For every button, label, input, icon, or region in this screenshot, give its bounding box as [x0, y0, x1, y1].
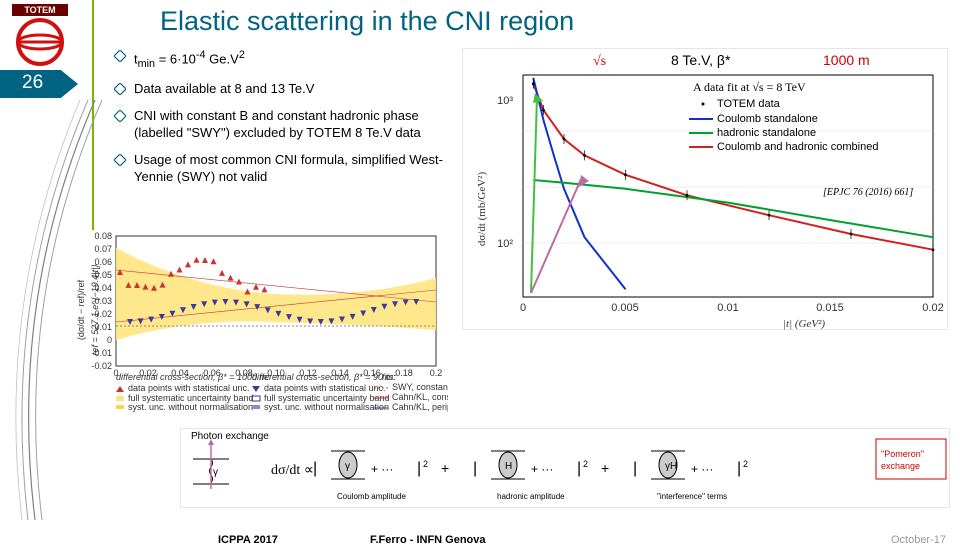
footer-date: October-17 [891, 534, 946, 546]
svg-text:+: + [441, 460, 449, 476]
svg-text:0.18: 0.18 [395, 368, 413, 378]
svg-text:Cahn/KL, constant: Cahn/KL, constant [392, 392, 448, 402]
svg-text:γ: γ [345, 461, 350, 472]
svg-text:TOTEM: TOTEM [24, 5, 55, 15]
svg-text:H: H [505, 461, 512, 472]
svg-text:0.005: 0.005 [611, 302, 639, 314]
svg-text:Coulomb amplitude: Coulomb amplitude [337, 492, 406, 501]
svg-text:|: | [417, 460, 421, 477]
bullet-text: Data available at 8 and 13 Te.V [134, 81, 314, 98]
svg-text:dσ/dt ∝: dσ/dt ∝ [271, 463, 314, 478]
svg-text:data points with statistical u: data points with statistical unc. [128, 383, 250, 393]
svg-text:0: 0 [520, 302, 526, 314]
svg-text:A data fit at √s = 8 TeV: A data fit at √s = 8 TeV [693, 80, 806, 94]
svg-text:Photon exchange: Photon exchange [191, 431, 269, 442]
svg-text:data points with statistical u: data points with statistical unc. [264, 383, 386, 393]
bullet-text: Usage of most common CNI formula, simpli… [134, 152, 444, 186]
svg-text:8 Te.V, β*: 8 Te.V, β* [671, 52, 731, 68]
svg-text:"interference" terms: "interference" terms [657, 492, 727, 501]
svg-text:2: 2 [583, 459, 588, 469]
svg-text:0.07: 0.07 [94, 244, 112, 254]
svg-text:2: 2 [423, 459, 428, 469]
main-plot: √s 8 Te.V, β* 1000 m 10³ 10² 0 0.005 0.0… [462, 48, 948, 330]
totem-logo: TOTEM [4, 4, 76, 68]
footer-author: F.Ferro - INFN Genova [370, 534, 486, 546]
svg-text:0.015: 0.015 [816, 302, 844, 314]
svg-text:hadronic amplitude: hadronic amplitude [497, 492, 565, 501]
svg-text:γH: γH [665, 461, 677, 472]
svg-text:+ ···: + ··· [371, 462, 393, 476]
svg-text:+ ···: + ··· [531, 462, 553, 476]
svg-text:1000 m: 1000 m [823, 52, 870, 68]
bullet-text: tmin = 6·10-4 Ge.V2 [134, 48, 245, 71]
svg-text:(dσ/dt − ref)/ref: (dσ/dt − ref)/ref [76, 279, 86, 340]
svg-text:differential cross-section, β*: differential cross-section, β* = 1000 m: [116, 372, 270, 382]
bullet-item: tmin = 6·10-4 Ge.V2 [114, 48, 444, 71]
footer-conference: ICPPA 2017 [218, 534, 278, 546]
svg-text:"Pomeron": "Pomeron" [881, 449, 924, 459]
svg-text:√s: √s [593, 54, 606, 69]
svg-text:Cahn/KL, peripheral: Cahn/KL, peripheral [392, 402, 448, 412]
svg-text:differential cross-section, β*: differential cross-section, β* = 90 m: [252, 372, 396, 382]
svg-text:|: | [633, 460, 637, 477]
slide-number: 26 [22, 72, 43, 94]
svg-text:+: + [601, 460, 609, 476]
bullet-item: CNI with constant B and constant hadroni… [114, 108, 444, 142]
svg-text:γ: γ [213, 467, 218, 478]
bullet-item: Data available at 8 and 13 Te.V [114, 81, 444, 98]
svg-text:hadronic standalone: hadronic standalone [717, 127, 816, 139]
svg-text:0.02: 0.02 [922, 302, 943, 314]
svg-text:TOTEM data: TOTEM data [717, 98, 781, 110]
svg-text:-0.02: -0.02 [91, 361, 112, 371]
feynman-diagram-strip: Photon exchange γ dσ/dt ∝ | γ + ··· | 2 … [180, 428, 950, 508]
svg-text:|: | [577, 460, 581, 477]
svg-text:0.01: 0.01 [717, 302, 738, 314]
svg-text:fits:: fits: [382, 372, 397, 382]
svg-text:10²: 10² [497, 238, 513, 250]
bullet-text: CNI with constant B and constant hadroni… [134, 108, 444, 142]
slide-title: Elastic scattering in the CNI region [160, 6, 574, 37]
svg-text:SWY, constant: SWY, constant [392, 382, 448, 392]
bullet-list: tmin = 6·10-4 Ge.V2 Data available at 8 a… [114, 48, 444, 195]
svg-text:syst. unc. without normalisati: syst. unc. without normalisation [264, 402, 389, 412]
svg-text:10³: 10³ [497, 95, 513, 107]
svg-text:0.08: 0.08 [94, 231, 112, 241]
svg-text:0.2: 0.2 [430, 368, 443, 378]
residual-plot: 0.080.070.060.050.040.030.020.010-0.01-0… [72, 230, 448, 426]
svg-text:|: | [737, 460, 741, 477]
svg-text:Coulomb and hadronic combined: Coulomb and hadronic combined [717, 141, 878, 153]
svg-text:2: 2 [743, 459, 748, 469]
svg-text:|t| (GeV²): |t| (GeV²) [783, 318, 825, 330]
svg-text:syst. unc. without normalisati: syst. unc. without normalisation [128, 402, 253, 412]
svg-text:[EPJC 76 (2016) 661]: [EPJC 76 (2016) 661] [823, 187, 913, 198]
svg-text:ref = 527.1 e^{−19.4|t|}: ref = 527.1 e^{−19.4|t|} [90, 265, 100, 356]
svg-text:|: | [473, 460, 477, 477]
svg-text:exchange: exchange [881, 461, 920, 471]
svg-text:Coulomb standalone: Coulomb standalone [717, 113, 818, 125]
svg-text:dσ/dt (mb/GeV²): dσ/dt (mb/GeV²) [476, 172, 488, 247]
svg-text:+ ···: + ··· [691, 462, 713, 476]
bullet-item: Usage of most common CNI formula, simpli… [114, 152, 444, 186]
svg-text:|: | [313, 460, 317, 477]
svg-text:0: 0 [107, 335, 112, 345]
